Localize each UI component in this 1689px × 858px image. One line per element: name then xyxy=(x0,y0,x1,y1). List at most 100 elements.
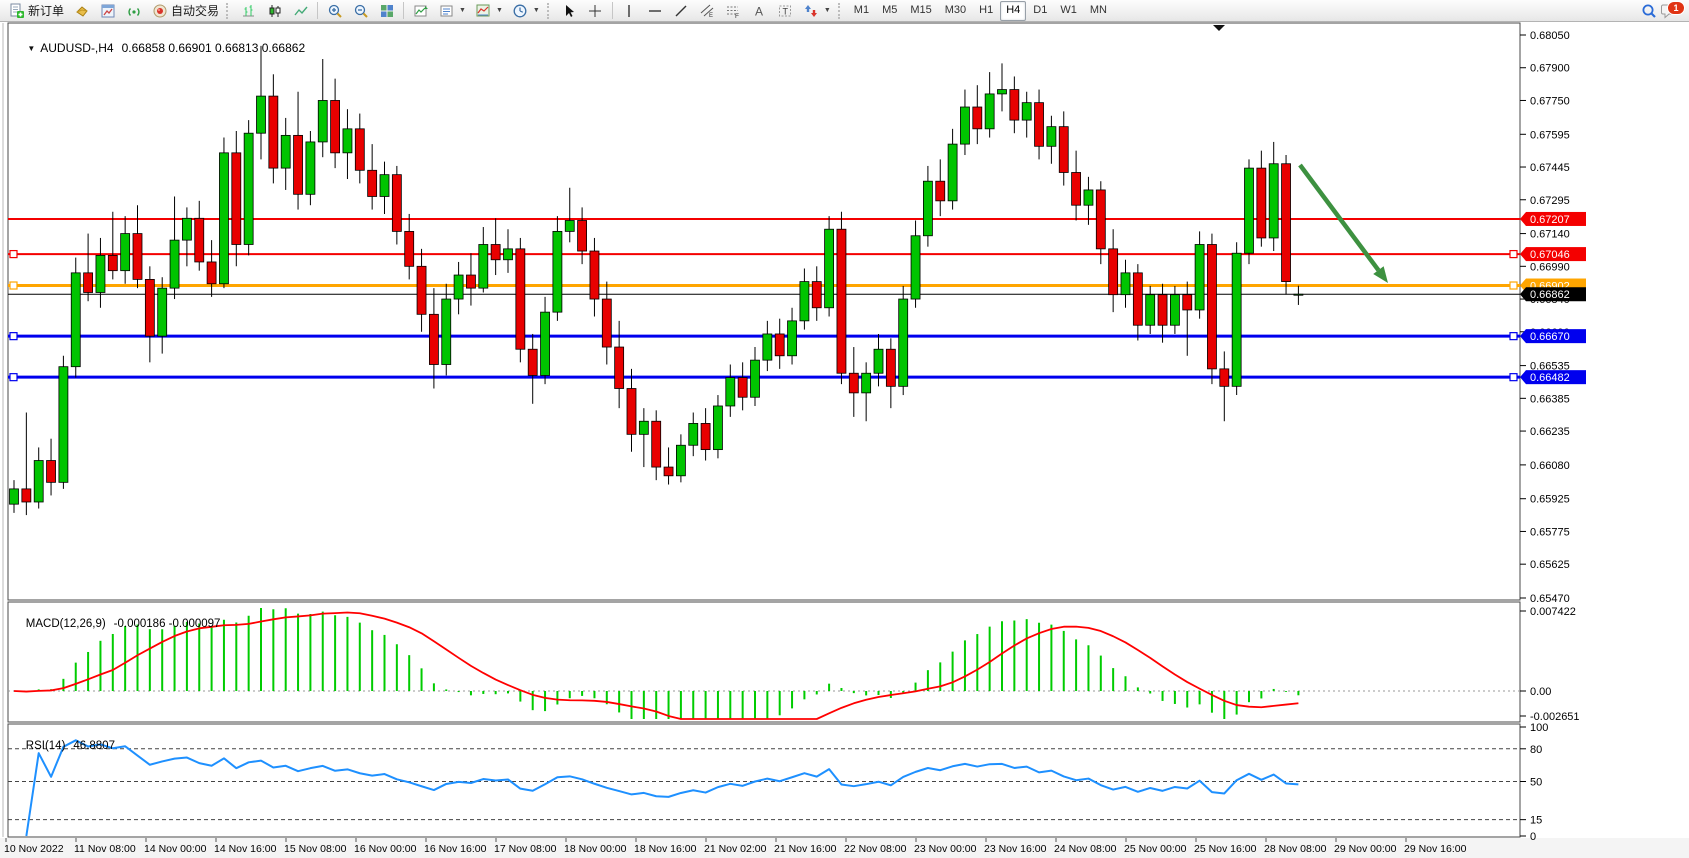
macd-axis-label: 0.00 xyxy=(1530,686,1551,698)
candle xyxy=(1293,285,1304,305)
timeframe-m5-button[interactable]: M5 xyxy=(882,3,898,16)
text-tool-button[interactable]: A xyxy=(747,0,772,22)
zoom-in-button[interactable] xyxy=(322,0,347,22)
trend-arrow-annotation[interactable] xyxy=(1298,163,1388,283)
candle xyxy=(787,307,797,365)
trendline-tool-button[interactable] xyxy=(669,0,694,22)
candle xyxy=(181,207,192,267)
candle xyxy=(1157,283,1168,343)
line-handle[interactable] xyxy=(9,249,18,259)
crosshair-tool-button[interactable] xyxy=(583,0,608,22)
timeframe-h1-button[interactable]: H1 xyxy=(979,3,994,16)
collapse-triangle-icon[interactable]: ▼ xyxy=(27,44,36,53)
new-order-button[interactable]: 新订单 xyxy=(4,0,68,22)
indicator-list-button[interactable]: ▼ xyxy=(434,0,470,22)
candle xyxy=(1268,141,1279,252)
candle xyxy=(70,257,81,378)
candle xyxy=(367,144,378,210)
rsi-indicator-label: RSI(14) 46.8807 xyxy=(13,728,115,764)
search-icon[interactable] xyxy=(1640,3,1657,19)
time-axis[interactable]: 10 Nov 2022 11 Nov 08:00 14 Nov 00:00 14 No… xyxy=(4,838,1467,855)
line-handle[interactable] xyxy=(1509,332,1518,341)
line-handle[interactable] xyxy=(1509,249,1518,259)
candlestick-chart-button[interactable] xyxy=(262,0,287,22)
auto-trading-button[interactable]: 自动交易 xyxy=(147,0,223,22)
auto-trading-icon xyxy=(151,3,168,19)
zoom-out-button[interactable] xyxy=(348,0,373,22)
market-watch-button[interactable] xyxy=(69,0,94,22)
timeframe-d1-button[interactable]: D1 xyxy=(1033,3,1048,16)
line-handle[interactable] xyxy=(9,332,18,341)
bar-chart-button[interactable] xyxy=(236,0,261,22)
tile-windows-button[interactable] xyxy=(374,0,399,22)
toolbar-grip[interactable] xyxy=(226,2,232,19)
candle xyxy=(46,438,56,496)
timeframe-m30-button[interactable]: M30 xyxy=(944,3,967,16)
candle xyxy=(1071,150,1081,221)
arrow-shaft[interactable] xyxy=(1298,163,1381,272)
time-label: 29 Nov 00:00 xyxy=(1334,843,1397,855)
arrows-tool-button[interactable]: ▼ xyxy=(799,0,835,22)
line-handle[interactable] xyxy=(9,281,18,290)
timeframe-m15-button[interactable]: M15 xyxy=(910,3,932,16)
indicators-button[interactable] xyxy=(408,0,433,22)
line-chart-button[interactable] xyxy=(288,0,313,22)
cursor-tool-button[interactable] xyxy=(557,0,582,22)
price-line-badge: 0.67046 xyxy=(1520,247,1586,262)
period-button[interactable]: ▼ xyxy=(508,0,544,22)
price-line-badges: 0.672070.670460.669020.666700.664820.668… xyxy=(1520,211,1586,385)
price-line-badge: 0.67207 xyxy=(1520,211,1586,226)
macd-indicator-label: MACD(12,26,9) -0.000186 -0.000097 xyxy=(13,606,221,642)
time-label: 21 Nov 02:00 xyxy=(704,843,767,855)
chart-shift-marker[interactable] xyxy=(1213,25,1225,31)
chevron-down-icon: ▼ xyxy=(532,7,540,14)
svg-text:A: A xyxy=(755,4,763,18)
horizontal-line-tool-button[interactable] xyxy=(643,0,668,22)
candle xyxy=(638,408,649,468)
svg-text:F: F xyxy=(735,13,739,19)
toolbar-grip[interactable] xyxy=(837,2,844,19)
toolbar-grip[interactable] xyxy=(546,2,553,19)
vertical-line-tool-button[interactable] xyxy=(617,0,642,22)
candle xyxy=(1095,181,1106,265)
candle xyxy=(120,216,131,284)
candle xyxy=(873,333,884,387)
chevron-down-icon: ▼ xyxy=(495,7,503,14)
templates-button[interactable]: ▼ xyxy=(471,0,507,22)
shapes-arrows-icon xyxy=(803,3,820,19)
notifications-button[interactable]: 1 xyxy=(1661,0,1685,20)
candle xyxy=(219,137,229,289)
line-handle[interactable] xyxy=(9,373,18,382)
candle xyxy=(1207,233,1217,385)
price-axis[interactable]: 0.68050 0.67900 0.67750 0.67595 0.67445 0.672… xyxy=(1520,30,1570,605)
timeframe-h4-button[interactable]: H4 xyxy=(1000,0,1027,21)
price-tick-label: 0.66235 xyxy=(1530,426,1570,438)
line-handle[interactable] xyxy=(1509,281,1518,290)
timeframe-m1-button[interactable]: M1 xyxy=(853,3,870,16)
signals-button[interactable] xyxy=(121,0,146,22)
price-tick-label: 0.67295 xyxy=(1530,195,1570,207)
time-label: 17 Nov 08:00 xyxy=(494,843,557,855)
candle xyxy=(1021,91,1032,138)
time-label: 18 Nov 16:00 xyxy=(634,843,697,855)
chevron-down-icon: ▼ xyxy=(459,7,466,14)
candle xyxy=(95,237,106,308)
arrow-head xyxy=(1373,266,1388,283)
chart-window-button[interactable] xyxy=(95,0,120,22)
price-tick-label: 0.65470 xyxy=(1530,593,1570,605)
candle xyxy=(33,447,44,509)
line-handle[interactable] xyxy=(1509,373,1518,382)
text-label-tool-button[interactable]: T xyxy=(773,0,798,22)
svg-text:0.67046: 0.67046 xyxy=(1530,249,1570,261)
rsi-panel-content: 100 80 50 15 0 xyxy=(8,722,1548,843)
candle xyxy=(268,74,279,184)
candle xyxy=(626,368,637,452)
timeframe-mn-button[interactable]: MN xyxy=(1089,3,1107,16)
rsi-line xyxy=(25,739,1299,837)
fibonacci-tool-button[interactable]: F xyxy=(721,0,746,22)
channel-tool-button[interactable]: E xyxy=(695,0,720,22)
timeframe-w1-button[interactable]: W1 xyxy=(1060,3,1077,16)
candle xyxy=(478,227,489,293)
candle xyxy=(503,229,513,273)
